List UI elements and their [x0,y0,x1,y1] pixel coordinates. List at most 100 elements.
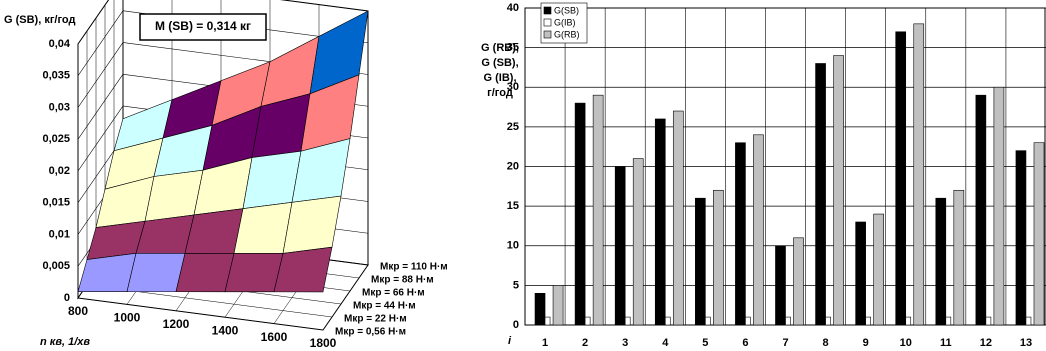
y-tick-label: 40 [507,2,519,14]
bar [825,316,831,326]
bar [624,316,631,326]
z-tick-label: 0,04 [49,38,71,50]
series-label: Мкр = 110 Н·м [380,262,448,273]
legend-label: G(RB) [554,29,580,39]
x-tick-label: 1 [542,337,548,349]
y-axis-title: G (RB), [481,42,519,54]
bar [753,134,764,326]
series-label: Мкр = 0,56 Н·м [335,327,406,338]
bar [775,245,786,326]
x-tick-label: 1400 [212,323,239,337]
x-tick-label: 1200 [163,317,190,331]
y-tick-label: 20 [507,160,519,172]
bar [534,292,546,326]
surface-patch [233,202,293,254]
bar [953,189,965,326]
y-tick-label: 0 [513,319,519,331]
x-tick-label: 5 [702,337,708,349]
series-label: Мкр = 66 Н·м [362,288,425,299]
x-tick-label: 11 [940,337,952,349]
bar [614,166,626,326]
surface-patch [126,252,186,293]
y-axis-title: G (SB), [481,57,518,69]
x-tick-label: 7 [782,337,788,349]
grid-line [77,0,369,45]
x-axis-title: i [508,335,512,347]
surface-patch [282,195,342,254]
z-tick-label: 0,01 [49,228,70,240]
surface-patch [273,246,333,293]
x-tick-label: 1600 [261,330,288,344]
bar [632,158,644,326]
x-tick-label: 800 [68,304,88,318]
bar [745,316,751,326]
bar [695,197,706,326]
x-tick-label: 6 [742,337,748,349]
bar [713,189,724,326]
x-axis-title: n кв, 1/хв [40,336,90,348]
legend-swatch [543,30,552,39]
y-axis-title: г/год [487,87,513,99]
series-label: Мкр = 88 Н·м [371,275,434,286]
y-tick-label: 25 [507,121,519,133]
legend-swatch [543,18,552,27]
z-tick-label: 0,005 [42,260,70,272]
bar [654,118,666,326]
bar [935,197,947,326]
z-tick-label: 0,035 [42,70,70,82]
x-tick-label: 1000 [114,311,141,325]
bar [855,221,866,326]
z-tick-label: 0,025 [42,133,70,145]
x-tick-label: 1800 [310,336,337,350]
bar [873,213,884,326]
bar [592,94,604,326]
y-tick-label: 15 [507,200,519,212]
y-tick-label: 10 [507,240,519,252]
y-tick-label: 35 [507,42,519,54]
y-tick-label: 30 [507,81,519,93]
bar [705,316,711,326]
bar [895,31,907,326]
bar [905,316,912,326]
z-axis-title: G (SB), кг/год [4,14,75,26]
bar [913,23,925,326]
bar [1025,316,1032,326]
x-tick-label: 3 [622,337,628,349]
bar [664,316,671,326]
bar [793,237,804,326]
z-tick-label: 0,015 [42,197,70,209]
bar [975,94,987,326]
legend-swatch [543,6,552,15]
series-label: Мкр = 22 Н·м [344,314,407,325]
bar [945,316,952,326]
bar [672,110,684,326]
surface-patch [184,208,244,254]
z-tick-label: 0,03 [49,101,70,113]
bar [993,86,1005,326]
x-tick-label: 2 [582,337,588,349]
x-tick-label: 4 [662,337,669,349]
x-tick-label: 10 [900,337,912,349]
bar [552,285,564,326]
bar [985,316,992,326]
y-axis-title: G (IB), [484,72,517,84]
bar [833,55,844,326]
series-label: Мкр = 44 Н·м [353,301,416,312]
annotation: M (SB) = 0,314 кг [155,19,251,33]
bar [865,316,871,326]
floor-grid [77,44,324,331]
x-tick-label: 9 [863,337,869,349]
x-tick-label: 13 [1020,337,1032,349]
z-tick-label: 0 [64,292,70,304]
legend-label: G(IB) [554,17,576,27]
bar [735,142,746,326]
x-tick-label: 12 [980,337,992,349]
z-tick-label: 0,02 [49,165,70,177]
bar [574,102,586,326]
bar [584,316,591,326]
bar [785,316,791,326]
bar [1015,150,1027,326]
y-tick-label: 5 [513,279,519,291]
legend-label: G(SB) [554,5,579,15]
